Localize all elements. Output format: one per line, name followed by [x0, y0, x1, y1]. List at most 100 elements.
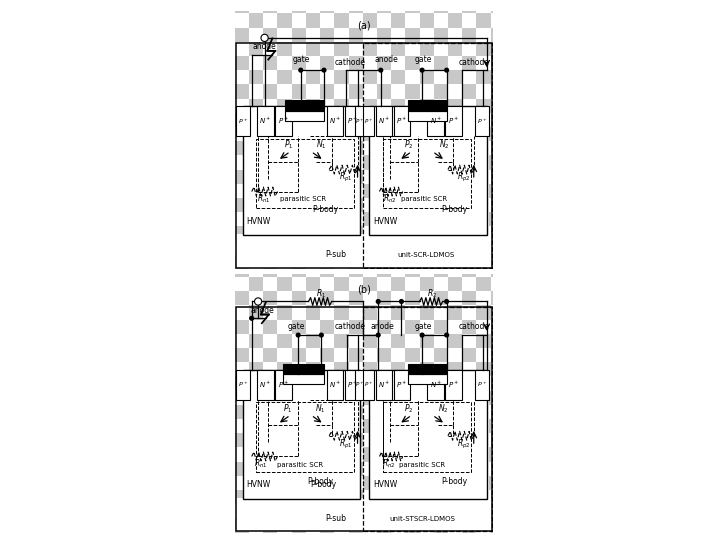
Bar: [405, 198, 419, 212]
Bar: [306, 306, 320, 320]
Bar: [462, 84, 476, 98]
Bar: [320, 84, 334, 98]
Bar: [391, 334, 405, 348]
Bar: [320, 291, 334, 306]
Bar: [391, 504, 405, 519]
Bar: [462, 490, 476, 504]
Bar: [363, 212, 377, 226]
Bar: [405, 255, 419, 269]
Bar: [476, 212, 491, 226]
Bar: [235, 274, 249, 277]
Bar: [277, 13, 292, 27]
Text: $N^+$: $N^+$: [430, 380, 442, 390]
Bar: [476, 127, 491, 141]
Bar: [448, 98, 462, 113]
Text: $N^+$: $N^+$: [430, 116, 442, 126]
Text: $P^+$: $P^+$: [397, 380, 408, 390]
Bar: [320, 519, 334, 533]
Bar: [448, 391, 462, 405]
Bar: [462, 113, 476, 127]
Bar: [257, 107, 274, 136]
Circle shape: [376, 299, 381, 304]
Bar: [334, 419, 349, 433]
Bar: [369, 370, 486, 499]
Bar: [320, 169, 334, 184]
Text: $N_1$: $N_1$: [315, 403, 326, 415]
Bar: [277, 306, 292, 320]
Bar: [235, 462, 249, 476]
Circle shape: [261, 34, 268, 41]
Text: $R_{n1}$: $R_{n1}$: [257, 193, 270, 206]
Bar: [292, 56, 306, 70]
Bar: [334, 391, 349, 405]
Bar: [448, 127, 462, 141]
Bar: [476, 419, 491, 433]
Text: $P^+$: $P^+$: [277, 116, 289, 126]
Bar: [405, 462, 419, 476]
Text: anode: anode: [371, 322, 394, 331]
Bar: [377, 113, 391, 127]
Bar: [306, 184, 320, 198]
Bar: [264, 226, 277, 240]
Bar: [427, 370, 444, 400]
Text: P-body: P-body: [441, 205, 467, 214]
Text: $R_{n1}$: $R_{n1}$: [254, 458, 268, 470]
Bar: [405, 320, 419, 334]
Bar: [249, 127, 264, 141]
Bar: [277, 212, 292, 226]
Text: $P^+$: $P^+$: [364, 380, 373, 389]
Bar: [363, 504, 377, 519]
Text: $N^+$: $N^+$: [259, 380, 272, 390]
Bar: [476, 476, 491, 490]
Bar: [419, 70, 434, 84]
Bar: [264, 27, 277, 42]
Text: $P_2$: $P_2$: [404, 139, 414, 151]
Bar: [292, 169, 306, 184]
Text: (a): (a): [357, 21, 371, 31]
Bar: [419, 240, 434, 255]
Text: HVNW: HVNW: [373, 217, 397, 226]
Bar: [405, 141, 419, 155]
Bar: [306, 476, 320, 490]
Bar: [363, 391, 377, 405]
Bar: [349, 84, 363, 98]
Bar: [292, 226, 306, 240]
Bar: [448, 334, 462, 348]
Bar: [236, 43, 492, 268]
Circle shape: [321, 68, 327, 73]
Bar: [377, 11, 391, 13]
Bar: [363, 419, 377, 433]
Bar: [277, 98, 292, 113]
Bar: [446, 370, 462, 400]
Bar: [462, 405, 476, 419]
Text: gate: gate: [293, 55, 310, 65]
Bar: [377, 433, 391, 448]
Bar: [235, 320, 249, 334]
Text: $R_{p1}$: $R_{p1}$: [339, 437, 353, 451]
Bar: [334, 127, 349, 141]
Bar: [448, 212, 462, 226]
Bar: [363, 127, 377, 141]
Bar: [434, 226, 448, 240]
Bar: [377, 226, 391, 240]
Text: $P^+$: $P^+$: [364, 117, 373, 125]
Bar: [235, 255, 249, 269]
Bar: [434, 320, 448, 334]
Bar: [349, 198, 363, 212]
Text: cathode: cathode: [334, 58, 365, 67]
Bar: [292, 433, 306, 448]
Bar: [475, 107, 489, 136]
Bar: [491, 320, 493, 334]
Bar: [264, 291, 277, 306]
Bar: [349, 291, 363, 306]
Bar: [363, 362, 377, 377]
Bar: [491, 490, 493, 504]
Bar: [320, 56, 334, 70]
Bar: [349, 320, 363, 334]
Bar: [292, 490, 306, 504]
Bar: [405, 169, 419, 184]
Bar: [369, 107, 486, 236]
Bar: [419, 127, 434, 141]
Bar: [491, 348, 493, 362]
Bar: [363, 70, 377, 84]
